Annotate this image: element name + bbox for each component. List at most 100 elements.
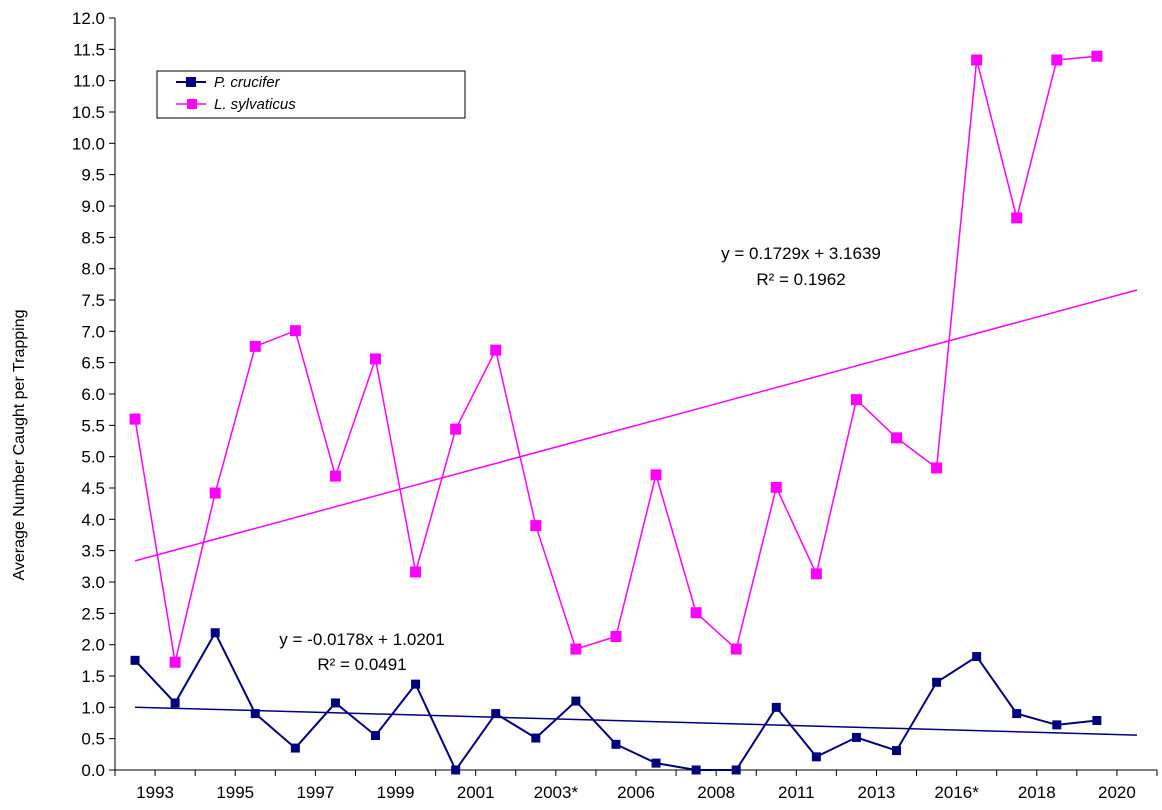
y-tick-label: 9.5 [81,166,105,185]
data-point-p-crucifer [1012,709,1022,719]
data-point-l-sylvaticus [1011,212,1023,224]
plot-area [129,50,1138,775]
legend-marker-p-crucifer [186,77,196,87]
data-point-l-sylvaticus [289,325,301,337]
data-point-p-crucifer [290,743,300,753]
y-tick-label: 8.0 [81,260,105,279]
x-tick-label: 2013 [858,783,896,802]
data-point-l-sylvaticus [1051,54,1063,66]
trend-r2-l-sylvaticus: R² = 0.1962 [756,270,845,289]
y-tick-label: 10.5 [72,103,105,122]
legend-marker-l-sylvaticus [187,99,197,109]
y-tick-label: 4.0 [81,510,105,529]
data-point-p-crucifer [330,698,340,708]
y-tick-label: 7.0 [81,322,105,341]
data-point-p-crucifer [371,731,380,741]
data-point-l-sylvaticus [770,481,782,493]
data-point-l-sylvaticus [650,469,662,481]
data-point-l-sylvaticus [209,487,221,499]
data-point-p-crucifer [691,765,701,775]
y-tick-label: 8.5 [81,228,105,247]
y-tick-label: 2.5 [81,604,105,623]
data-point-p-crucifer [972,652,982,662]
y-tick-label: 0.0 [81,761,105,780]
data-point-p-crucifer [451,765,461,775]
data-point-p-crucifer [851,732,861,742]
data-point-p-crucifer [411,679,421,689]
trendline-p-crucifer [135,706,1137,736]
legend-box [156,70,466,119]
data-point-p-crucifer [1092,715,1102,725]
data-point-p-crucifer [771,702,781,712]
data-point-p-crucifer [531,733,541,743]
y-tick-label: 4.5 [81,479,105,498]
x-tick-label: 2016* [934,783,979,802]
x-tick-label: 2008 [697,783,735,802]
x-tick-label: 2006 [617,783,655,802]
y-tick-label: 10.0 [72,134,105,153]
x-tick-label: 2011 [778,783,815,802]
x-tick-label: 1999 [377,783,415,802]
x-tick-label: 1997 [296,783,334,802]
data-point-l-sylvaticus [730,643,742,655]
data-point-p-crucifer [1052,720,1062,730]
series-line-p-crucifer [134,630,1098,772]
y-tick-label: 6.5 [81,354,105,373]
data-point-p-crucifer [892,746,901,756]
data-point-l-sylvaticus [690,607,702,619]
data-point-p-crucifer [130,655,140,665]
x-tick-label: 2003* [534,783,579,802]
y-axis: 0.0 0.5 1.0 1.5 2.0 2.5 3.0 3.5 4.0 4.5 5.0 5.5 6.0 6… [72,9,116,780]
trendline-l-sylvaticus [134,289,1138,562]
data-point-l-sylvaticus [931,462,943,474]
series-line-l-sylvaticus [134,55,1097,663]
y-tick-label: 0.5 [81,730,105,749]
trend-equation-l-sylvaticus: y = 0.1729x + 3.1639 [721,244,881,263]
x-axis: 1993 1995 1997 1999 2001 2003* 2006 2008 2011 201… [114,769,1158,802]
data-point-l-sylvaticus [329,470,341,482]
data-point-l-sylvaticus [971,54,983,66]
data-point-p-crucifer [250,709,260,719]
data-point-l-sylvaticus [570,643,582,655]
data-point-l-sylvaticus [850,394,862,406]
y-tick-label: 11.5 [73,40,105,59]
y-tick-label: 5.5 [81,416,105,435]
y-tick-label: 12.0 [72,9,105,28]
data-point-l-sylvaticus [249,340,261,352]
data-point-p-crucifer [170,698,180,708]
data-point-l-sylvaticus [129,413,141,425]
data-point-p-crucifer [811,752,821,762]
y-tick-label: 6.0 [81,385,105,404]
x-tick-label: 2001 [457,783,495,802]
data-point-p-crucifer [611,739,621,749]
y-tick-label: 3.5 [81,542,105,561]
x-tick-label: 1995 [216,783,254,802]
x-tick-label: 2018 [1018,783,1056,802]
data-point-l-sylvaticus [410,566,422,578]
data-point-l-sylvaticus [370,353,381,365]
trend-equation-p-crucifer: y = -0.0178x + 1.0201 [279,630,444,649]
y-tick-label: 5.0 [81,448,105,467]
y-tick-label: 7.5 [81,291,105,310]
y-tick-label: 1.5 [81,667,105,686]
data-point-l-sylvaticus [450,423,462,435]
y-tick-label: 2.0 [81,636,105,655]
x-tick-label: 2020 [1098,783,1136,802]
data-point-l-sylvaticus [530,520,542,532]
data-point-l-sylvaticus [610,631,622,643]
x-tick-label: 1993 [136,783,174,802]
data-point-l-sylvaticus [169,656,181,668]
legend: P. crucifer L. sylvaticus [156,70,466,119]
data-point-p-crucifer [210,628,220,638]
trend-r2-p-crucifer: R² = 0.0491 [317,655,406,674]
y-tick-label: 11.0 [73,72,105,91]
y-axis-title: Average Number Caught per Trapping [11,310,28,581]
y-tick-label: 9.0 [81,197,105,216]
y-tick-label: 1.0 [81,698,105,717]
data-point-p-crucifer [491,709,501,719]
data-point-p-crucifer [731,765,741,775]
data-point-p-crucifer [651,758,661,768]
data-point-l-sylvaticus [810,568,822,580]
data-point-l-sylvaticus [1091,50,1103,62]
